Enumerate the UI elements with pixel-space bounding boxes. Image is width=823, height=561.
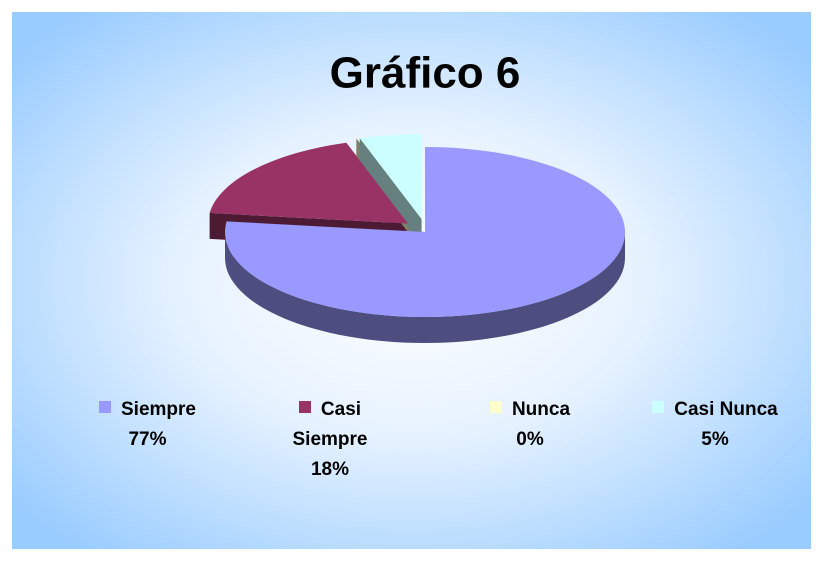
legend-entry: Casi Siempre 18% — [270, 395, 390, 485]
chart-title: Gráfico 6 — [330, 49, 521, 98]
slice — [359, 133, 422, 219]
data-label: 18% — [310, 459, 350, 480]
data-label: 5% — [701, 429, 729, 450]
legend-entry: Siempre 77% — [80, 395, 215, 455]
data-label: 77% — [128, 429, 167, 450]
slice — [225, 147, 626, 317]
slice-wall — [225, 232, 625, 343]
legend-marker — [652, 401, 665, 413]
legend-marker — [298, 401, 311, 413]
legend-label: Siempre — [121, 399, 196, 420]
pie-tops — [209, 133, 626, 317]
legend-label: Nunca — [511, 399, 571, 420]
legend-entry: Casi Nunca 5% — [630, 395, 800, 455]
slice — [209, 142, 409, 224]
legend-marker — [489, 401, 502, 413]
legend-marker — [99, 401, 111, 413]
slice-side — [359, 138, 422, 245]
data-label: 0% — [516, 429, 544, 450]
legend-entry: Nunca 0% — [470, 395, 590, 455]
legend-label: Casi Nunca — [674, 399, 778, 420]
pie — [209, 133, 626, 343]
legend-label: Casi Siempre — [292, 399, 368, 450]
